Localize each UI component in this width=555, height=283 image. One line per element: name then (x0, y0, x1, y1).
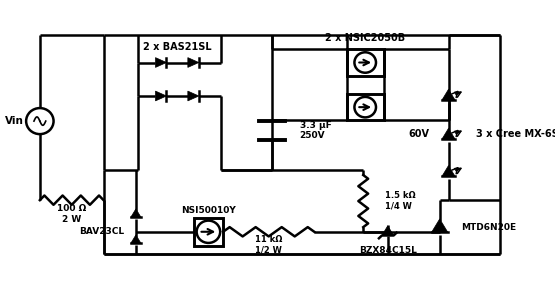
Text: 60V: 60V (408, 129, 429, 139)
Text: 1.5 kΩ
1/4 W: 1.5 kΩ 1/4 W (385, 191, 416, 211)
Polygon shape (382, 226, 393, 235)
Text: BAV23CL: BAV23CL (79, 227, 124, 236)
Polygon shape (155, 91, 166, 101)
Text: 11 kΩ
1/2 W: 11 kΩ 1/2 W (255, 235, 282, 254)
Text: BZX84C15L: BZX84C15L (359, 246, 417, 255)
Text: MTD6N20E: MTD6N20E (461, 223, 516, 231)
Text: 3.3 μF
250V: 3.3 μF 250V (300, 121, 331, 140)
Text: Vin: Vin (6, 116, 24, 126)
Polygon shape (442, 166, 455, 176)
Polygon shape (188, 91, 199, 101)
Polygon shape (442, 128, 455, 139)
Polygon shape (155, 58, 166, 67)
Polygon shape (188, 58, 199, 67)
Text: 100 Ω
2 W: 100 Ω 2 W (57, 204, 87, 224)
Text: 2 x NSIC2050B: 2 x NSIC2050B (325, 33, 405, 43)
Polygon shape (131, 209, 141, 217)
Text: 3 x Cree MX-6S: 3 x Cree MX-6S (476, 129, 555, 139)
Polygon shape (442, 89, 455, 100)
Text: NSI50010Y: NSI50010Y (181, 206, 236, 215)
Text: 2 x BAS21SL: 2 x BAS21SL (143, 42, 211, 52)
Polygon shape (432, 219, 448, 232)
Polygon shape (131, 235, 141, 243)
